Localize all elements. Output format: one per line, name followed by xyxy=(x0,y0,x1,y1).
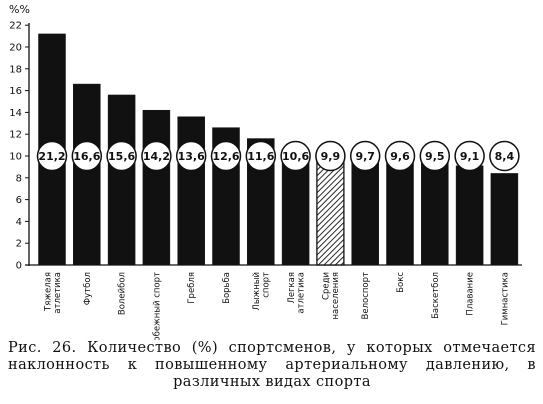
value-circle xyxy=(175,140,207,172)
y-tick-label: 18 xyxy=(9,64,22,75)
figure-caption: Рис. 26. Количество (%) спортсменов, у к… xyxy=(8,340,536,390)
value-circle xyxy=(141,140,172,172)
y-tick-label: 2 xyxy=(16,239,22,250)
x-tick-label: Бокс xyxy=(396,272,406,293)
x-tick-label: Волейбол xyxy=(118,272,128,315)
y-tick-label: 12 xyxy=(9,130,22,141)
y-tick-label: 8 xyxy=(16,173,22,184)
value-circle xyxy=(36,140,68,172)
y-tick-label: 0 xyxy=(16,261,22,272)
data-label: 11,6 xyxy=(247,150,274,163)
y-tick-label: 14 xyxy=(9,108,22,119)
data-label: 9,1 xyxy=(460,150,480,163)
bar xyxy=(177,116,205,266)
bar xyxy=(351,159,379,266)
data-label: 10,6 xyxy=(282,150,309,163)
bar xyxy=(490,173,519,266)
x-tick-label: Плавание xyxy=(466,272,476,316)
x-tick-label: Гребля xyxy=(187,272,197,304)
value-circle xyxy=(489,140,520,172)
y-axis-unit-label: %% xyxy=(9,3,30,16)
bar xyxy=(386,160,414,266)
x-tick-label: Гимнастика xyxy=(500,272,510,325)
y-tick-label: 10 xyxy=(9,152,22,163)
value-circle xyxy=(384,140,416,172)
x-tick-label: Велоспорт xyxy=(361,272,371,320)
x-tick-label: Футбол xyxy=(83,272,93,305)
x-tick-label: Баскетбол xyxy=(431,272,441,319)
x-tick-label: атлетика xyxy=(53,272,63,314)
data-label: 9,6 xyxy=(390,150,410,163)
data-label: 9,7 xyxy=(355,150,375,163)
value-circle xyxy=(280,140,311,172)
data-label: 21,2 xyxy=(38,150,65,163)
data-label: 16,6 xyxy=(73,150,100,163)
bar xyxy=(421,161,449,266)
y-tick-label: 16 xyxy=(9,86,22,97)
value-circle xyxy=(210,140,242,172)
bar xyxy=(73,83,101,266)
x-tick-label: Среди xyxy=(322,272,332,300)
bar-population xyxy=(316,156,345,266)
value-circle xyxy=(245,140,277,172)
y-tick-label: 6 xyxy=(16,195,22,206)
bar xyxy=(107,94,136,266)
data-label: 9,5 xyxy=(425,150,445,163)
y-tick-label: 4 xyxy=(16,217,22,228)
x-tick-label: Конькобежный спорт xyxy=(152,272,162,340)
data-label: 12,6 xyxy=(212,150,239,163)
value-circle xyxy=(419,140,451,172)
value-circle xyxy=(454,140,485,172)
category-labels: Тяжелая атлетика Футбол Волейбол Конькобежны… xyxy=(43,272,510,340)
x-tick-label: населения xyxy=(331,272,341,320)
data-label: 8,4 xyxy=(495,150,515,163)
x-tick-label: атлетика xyxy=(296,272,306,314)
value-circle xyxy=(106,140,137,172)
y-tick-label: 20 xyxy=(9,43,22,54)
data-label: 13,6 xyxy=(178,150,205,163)
bar xyxy=(455,165,484,266)
value-circle xyxy=(349,140,381,172)
x-tick-label: спорт xyxy=(262,272,272,298)
value-circle xyxy=(71,140,103,172)
value-circle xyxy=(315,140,346,172)
x-tick-label: Тяжелая xyxy=(43,272,53,312)
data-label: 15,6 xyxy=(108,150,135,163)
bar-chart: 0 2 4 6 8 10 12 14 16 18 20 22%% 21,2 16,6 15,6 14,2 13… xyxy=(9,3,522,340)
x-tick-label: Легкая xyxy=(287,272,297,304)
bar xyxy=(142,109,171,266)
x-tick-label: Лыжный xyxy=(252,272,262,311)
data-label: 14,2 xyxy=(143,150,170,163)
x-tick-label: Борьба xyxy=(222,272,232,304)
bars: 21,2 16,6 15,6 14,2 13,6 12,6 11,6 10,6 9,9 9,7 9,… xyxy=(36,33,520,266)
data-label: 9,9 xyxy=(321,150,341,163)
y-tick-label: 22 xyxy=(9,21,22,32)
